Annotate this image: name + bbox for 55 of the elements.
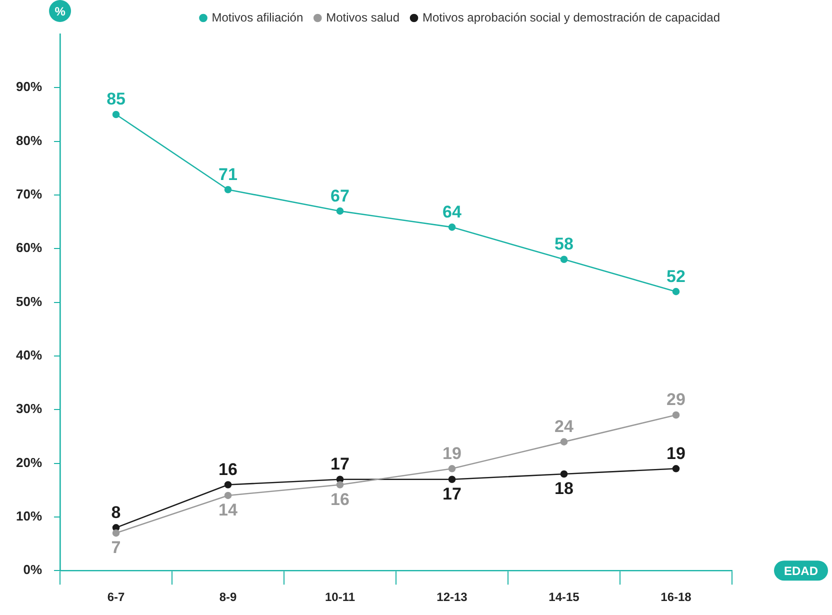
point <box>560 256 568 264</box>
data-label: 16 <box>218 460 238 479</box>
point <box>672 411 680 419</box>
y-tick-label: 90% <box>16 79 42 94</box>
data-label: 16 <box>330 490 350 509</box>
point <box>112 529 120 537</box>
data-label: 17 <box>442 484 462 504</box>
data-label: 29 <box>666 390 686 410</box>
data-label: 14 <box>218 500 238 520</box>
y-axis-title: % <box>54 4 66 18</box>
point <box>224 492 232 500</box>
y-tick-label: 0% <box>23 562 42 578</box>
x-tick-label: 16-18 <box>660 590 692 604</box>
point <box>112 110 120 118</box>
legend-label: Motivos afiliación <box>212 10 304 24</box>
y-tick-label: 70% <box>16 186 42 202</box>
y-tick-label: 30% <box>16 401 42 416</box>
point <box>672 464 680 472</box>
y-tick-label: 80% <box>16 132 42 148</box>
data-label: 85 <box>106 90 126 109</box>
y-tick-label: 50% <box>16 294 42 309</box>
data-label: 18 <box>554 479 574 498</box>
data-label: 8 <box>111 502 121 522</box>
point <box>336 481 344 488</box>
data-label: 67 <box>330 186 350 206</box>
point <box>448 464 456 472</box>
legend-label: Motivos aprobación social y demostración de capacidad <box>422 10 720 24</box>
point <box>336 207 344 215</box>
data-label: 17 <box>330 454 350 474</box>
x-axis-title: EDAD <box>784 564 818 578</box>
point <box>672 288 680 296</box>
y-tick-label: 60% <box>16 240 42 256</box>
y-tick-label: 10% <box>16 508 42 524</box>
legend-label: Motivos salud <box>326 10 400 24</box>
data-label: 71 <box>218 164 238 184</box>
data-label: 19 <box>442 444 462 463</box>
x-tick-label: 6-7 <box>107 590 126 604</box>
x-tick-label: 12-13 <box>436 590 468 604</box>
y-tick-label: 40% <box>16 348 42 363</box>
data-label: 7 <box>111 538 121 558</box>
point <box>224 481 232 488</box>
x-tick-label: 10-11 <box>324 590 356 604</box>
x-tick-label: 14-15 <box>548 590 580 604</box>
data-label: 58 <box>554 234 574 254</box>
x-tick-label: 8-9 <box>219 590 238 604</box>
point <box>448 224 456 231</box>
data-label: 64 <box>442 202 462 222</box>
data-label: 19 <box>666 444 686 463</box>
point <box>560 438 568 446</box>
point <box>560 470 568 478</box>
point <box>448 476 456 484</box>
data-label: 52 <box>666 266 686 286</box>
data-label: 24 <box>554 417 574 436</box>
y-tick-label: 20% <box>16 454 42 470</box>
point <box>224 186 232 194</box>
